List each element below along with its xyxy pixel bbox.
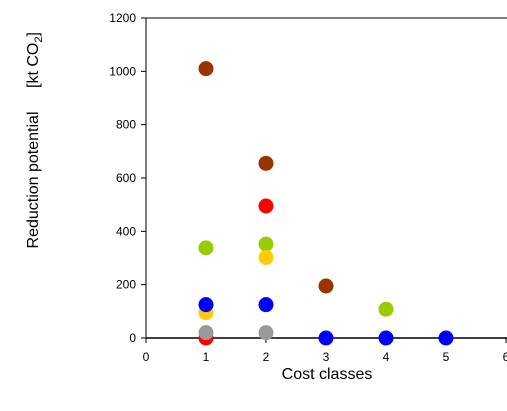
data-point	[318, 278, 334, 294]
y-tick-label: 1200	[109, 11, 136, 25]
svg-text:[kt CO2]: [kt CO2]	[25, 32, 45, 88]
y-tick-label: 1000	[109, 64, 136, 78]
y-tick-label: 600	[116, 171, 136, 185]
x-tick-label: 1	[203, 350, 210, 364]
y-tick-label: 400	[116, 224, 136, 238]
y-axis-title: Reduction potential	[25, 112, 42, 249]
data-point	[258, 236, 274, 252]
data-point	[198, 240, 214, 256]
y-axis-unit-prefix: [kt CO	[25, 43, 42, 88]
data-point	[258, 325, 274, 341]
x-tick-label: 3	[323, 350, 330, 364]
y-axis-unit-suffix: ]	[25, 32, 42, 36]
y-axis-label: Reduction potential	[25, 112, 42, 249]
data-point	[378, 301, 394, 317]
y-tick-label: 0	[129, 331, 136, 345]
data-point	[258, 155, 274, 171]
x-tick-label: 6	[503, 350, 507, 364]
data-point	[318, 330, 334, 346]
data-point	[258, 297, 274, 313]
x-tick-label: 2	[263, 350, 270, 364]
plot-area: 0 200 400 600 800 1000 1200 0 1 2 3 4 5 6	[109, 11, 507, 364]
data-point	[258, 198, 274, 214]
x-tick-label: 5	[443, 350, 450, 364]
x-tick-label: 0	[143, 350, 150, 364]
data-point	[438, 330, 454, 346]
x-axis-label: Cost classes	[282, 366, 373, 383]
y-tick-label: 800	[116, 118, 136, 132]
data-point	[198, 297, 214, 313]
data-point	[198, 61, 214, 77]
data-point	[258, 249, 274, 265]
data-point	[378, 330, 394, 346]
y-axis-unit: [kt CO2]	[25, 32, 45, 88]
y-tick-label: 200	[116, 278, 136, 292]
data-point	[198, 325, 214, 341]
x-tick-label: 4	[383, 350, 390, 364]
y-axis-unit-subscript: 2	[33, 36, 45, 42]
